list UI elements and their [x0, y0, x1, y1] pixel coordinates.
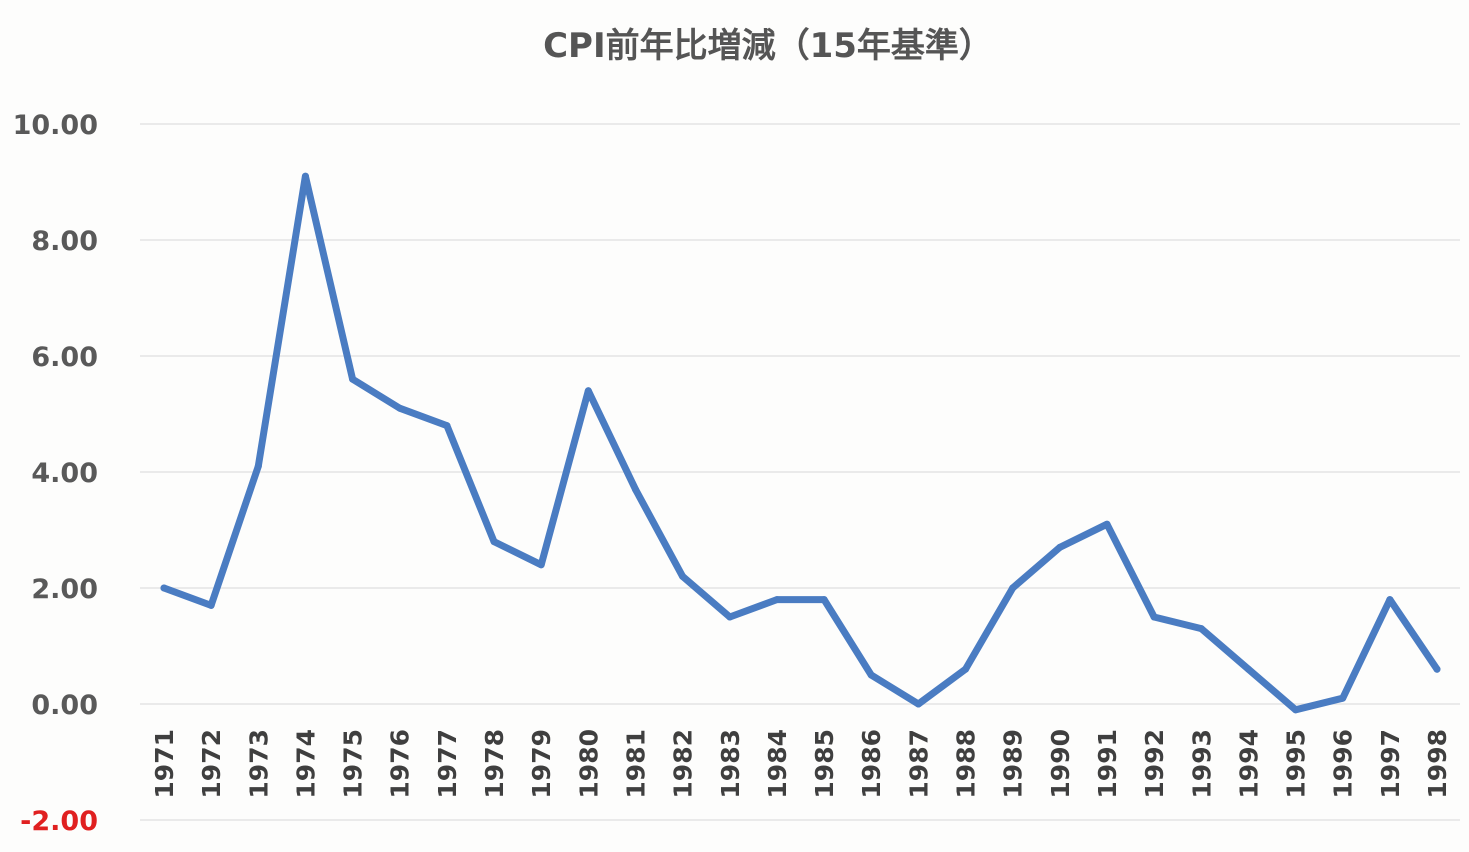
- data-point: [914, 700, 922, 708]
- x-tick-label: 1989: [999, 729, 1028, 799]
- data-point: [160, 584, 168, 592]
- x-tick-label: 1980: [574, 729, 603, 799]
- chart-title: CPI前年比増減（15年基準）: [543, 26, 993, 66]
- x-tick-label: 1987: [904, 729, 933, 799]
- x-tick-label: 1976: [386, 729, 415, 799]
- data-point: [1339, 694, 1347, 702]
- x-tick-label: 1996: [1329, 729, 1358, 799]
- data-point: [1386, 596, 1394, 604]
- y-tick-label: -2.00: [20, 806, 98, 837]
- gridlines: [140, 123, 1460, 821]
- x-axis-tick-labels: 1971 1972 1973 1974 1975 1976 1977 1978 1979 1980…: [150, 729, 1452, 799]
- y-tick-label: 4.00: [31, 458, 98, 489]
- data-point: [207, 601, 215, 609]
- x-tick-label: 1975: [339, 729, 368, 799]
- series-layer: [160, 172, 1441, 714]
- y-tick-label: 0.00: [31, 690, 98, 721]
- x-tick-label: 1994: [1234, 729, 1263, 799]
- x-tick-label: 1998: [1423, 729, 1452, 799]
- y-tick-label: 2.00: [31, 574, 98, 605]
- x-tick-label: 1992: [1140, 729, 1169, 799]
- x-tick-label: 1971: [150, 729, 179, 799]
- x-tick-label: 1995: [1282, 729, 1311, 799]
- y-axis-tick-labels: 10.00 8.00 6.00 4.00 2.00 0.00 -2.00: [13, 110, 98, 837]
- data-point: [301, 172, 309, 180]
- data-point: [1009, 584, 1017, 592]
- x-tick-label: 1979: [527, 729, 556, 799]
- y-tick-label: 10.00: [13, 110, 98, 141]
- series-line: [160, 172, 1441, 714]
- data-point: [773, 596, 781, 604]
- y-tick-label: 6.00: [31, 342, 98, 373]
- data-point: [726, 613, 734, 621]
- data-point: [1103, 520, 1111, 528]
- data-point: [396, 404, 404, 412]
- x-tick-label: 1985: [810, 729, 839, 799]
- data-point: [631, 485, 639, 493]
- data-point: [537, 561, 545, 569]
- data-point: [1433, 665, 1441, 673]
- x-tick-label: 1997: [1376, 729, 1405, 799]
- x-tick-label: 1993: [1187, 729, 1216, 799]
- x-tick-label: 1982: [669, 729, 698, 799]
- data-point: [1056, 543, 1064, 551]
- x-tick-label: 1973: [244, 729, 273, 799]
- data-point: [867, 671, 875, 679]
- data-point: [1150, 613, 1158, 621]
- data-point: [584, 387, 592, 395]
- x-tick-label: 1986: [857, 729, 886, 799]
- data-point: [1244, 665, 1252, 673]
- x-tick-label: 1974: [291, 729, 320, 799]
- data-point: [679, 572, 687, 580]
- x-tick-label: 1983: [716, 729, 745, 799]
- data-point: [962, 665, 970, 673]
- x-tick-label: 1981: [621, 729, 650, 799]
- x-tick-label: 1990: [1046, 729, 1075, 799]
- data-point: [1292, 706, 1300, 714]
- data-point: [1197, 625, 1205, 633]
- data-point: [254, 462, 262, 470]
- x-tick-label: 1984: [763, 729, 792, 799]
- data-point: [443, 422, 451, 430]
- x-tick-label: 1991: [1093, 729, 1122, 799]
- x-tick-label: 1972: [197, 729, 226, 799]
- x-tick-label: 1978: [480, 729, 509, 799]
- data-point: [490, 538, 498, 546]
- x-tick-label: 1988: [952, 729, 981, 799]
- data-point: [349, 375, 357, 383]
- y-tick-label: 8.00: [31, 226, 98, 257]
- x-tick-label: 1977: [433, 729, 462, 799]
- data-point: [820, 596, 828, 604]
